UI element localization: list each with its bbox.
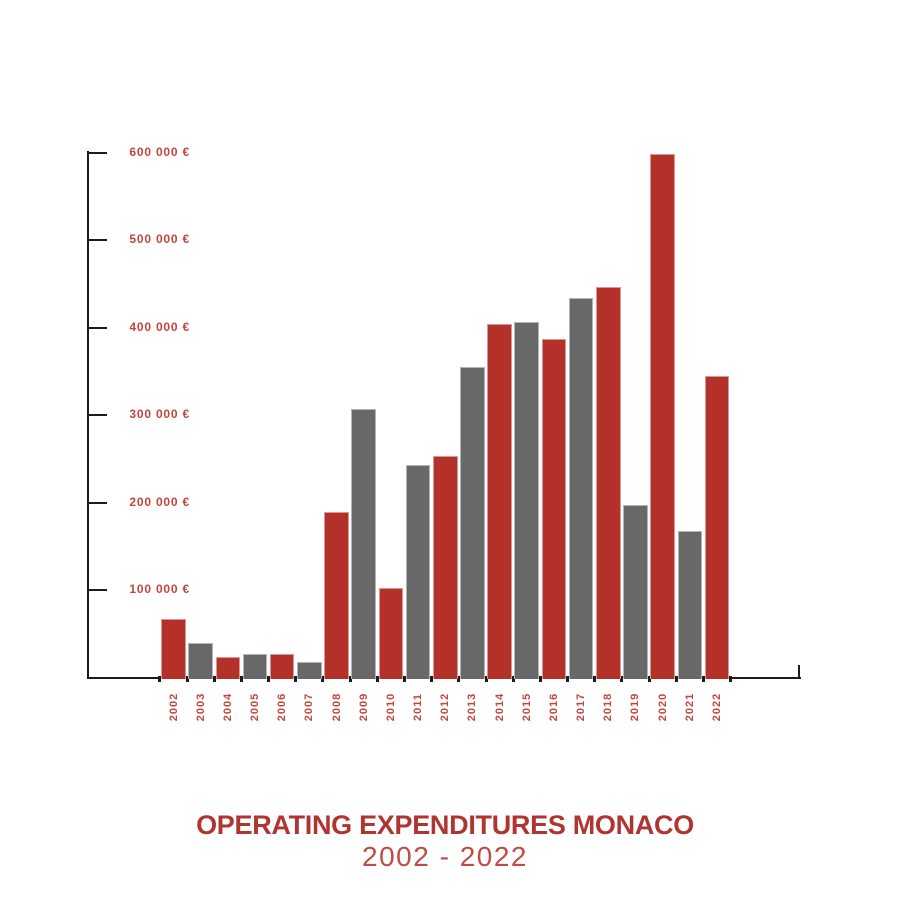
bar-2008 bbox=[324, 512, 349, 679]
x-tick-label-2019: 2019 bbox=[629, 692, 642, 722]
y-tick-label-600000: 600 000 € bbox=[129, 144, 190, 159]
y-axis-tick-600000 bbox=[87, 151, 107, 154]
y-axis-tick-200000 bbox=[87, 501, 107, 504]
x-axis-gap-tick bbox=[538, 676, 542, 682]
bar-2021 bbox=[677, 530, 703, 679]
x-axis-gap-tick bbox=[375, 676, 379, 682]
x-axis-gap-tick bbox=[566, 676, 570, 682]
x-tick-label-2008: 2008 bbox=[330, 692, 343, 722]
x-axis-gap-tick bbox=[348, 676, 352, 682]
bar-2005 bbox=[242, 653, 268, 679]
y-axis-tick-100000 bbox=[87, 589, 107, 591]
x-tick-label-2021: 2021 bbox=[683, 692, 696, 722]
x-axis-gap-tick bbox=[430, 676, 434, 682]
y-axis-tick-400000 bbox=[87, 326, 107, 329]
x-axis-gap-tick bbox=[620, 676, 624, 682]
x-tick-label-2013: 2013 bbox=[466, 692, 479, 722]
x-axis-gap-tick bbox=[729, 676, 733, 682]
x-tick-label-2006: 2006 bbox=[276, 692, 289, 722]
bar-2020 bbox=[650, 154, 675, 679]
x-tick-label-2017: 2017 bbox=[575, 692, 588, 722]
x-tick-label-2007: 2007 bbox=[303, 692, 316, 722]
x-tick-label-2010: 2010 bbox=[384, 692, 397, 722]
x-tick-label-2020: 2020 bbox=[656, 692, 669, 722]
x-axis-gap-tick bbox=[593, 676, 597, 682]
x-tick-label-2012: 2012 bbox=[439, 692, 452, 722]
x-tick-label-2009: 2009 bbox=[357, 692, 370, 722]
bar-2010 bbox=[378, 588, 404, 679]
x-tick-label-2004: 2004 bbox=[221, 692, 234, 722]
x-axis-gap-tick bbox=[239, 676, 243, 682]
bar-2014 bbox=[487, 324, 512, 679]
x-axis-gap-tick bbox=[511, 676, 515, 682]
bar-2016 bbox=[541, 338, 567, 679]
x-axis-gap-tick bbox=[647, 676, 651, 682]
x-axis-gap-tick bbox=[185, 676, 189, 682]
bar-2009 bbox=[351, 408, 377, 679]
x-tick-label-2022: 2022 bbox=[711, 692, 723, 722]
x-axis-gap-tick bbox=[674, 676, 678, 682]
bar-2003 bbox=[188, 642, 213, 679]
x-axis-gap-tick bbox=[212, 676, 216, 682]
chart-title: OPERATING EXPENDITURES MONACO bbox=[196, 810, 694, 840]
x-tick-label-2016: 2016 bbox=[547, 692, 560, 722]
x-tick-label-2011: 2011 bbox=[412, 693, 425, 721]
bar-2017 bbox=[568, 297, 594, 679]
x-axis-gap-tick bbox=[267, 676, 271, 682]
y-tick-label-400000: 400 000 € bbox=[129, 319, 190, 334]
x-tick-label-2005: 2005 bbox=[249, 692, 262, 722]
bar-2002 bbox=[161, 618, 186, 679]
x-tick-label-2002: 2002 bbox=[167, 692, 180, 722]
bar-2011 bbox=[405, 464, 431, 679]
x-axis-gap-tick bbox=[402, 676, 406, 682]
y-tick-label-100000: 100 000 € bbox=[129, 582, 190, 596]
bar-2022 bbox=[704, 375, 730, 679]
bar-2006 bbox=[269, 653, 295, 679]
y-tick-label-300000: 300 000 € bbox=[129, 407, 190, 421]
bar-2007 bbox=[297, 661, 322, 679]
chart-subtitle: 2002 - 2022 bbox=[362, 841, 528, 872]
y-tick-label-500000: 500 000 € bbox=[129, 232, 190, 246]
x-axis-gap-tick bbox=[294, 676, 298, 682]
bar-2019 bbox=[623, 505, 648, 679]
x-tick-label-2018: 2018 bbox=[602, 692, 615, 722]
bar-2012 bbox=[432, 456, 458, 679]
y-axis-tick-300000 bbox=[87, 414, 107, 416]
bar-2015 bbox=[514, 322, 540, 679]
x-axis-end-tick bbox=[798, 665, 800, 679]
x-axis-gap-tick bbox=[484, 676, 488, 682]
bar-2013 bbox=[460, 366, 485, 679]
x-axis-gap-tick bbox=[457, 676, 461, 682]
x-axis-gap-tick bbox=[701, 676, 705, 682]
bar-2018 bbox=[596, 287, 621, 679]
x-tick-label-2014: 2014 bbox=[493, 692, 506, 722]
x-tick-label-2015: 2015 bbox=[520, 692, 533, 722]
x-axis-gap-tick bbox=[321, 676, 325, 682]
x-tick-label-2003: 2003 bbox=[194, 692, 207, 722]
y-axis-tick-500000 bbox=[87, 239, 107, 241]
y-tick-label-200000: 200 000 € bbox=[129, 494, 190, 509]
x-axis-gap-tick bbox=[158, 676, 162, 682]
bar-2004 bbox=[215, 657, 241, 679]
